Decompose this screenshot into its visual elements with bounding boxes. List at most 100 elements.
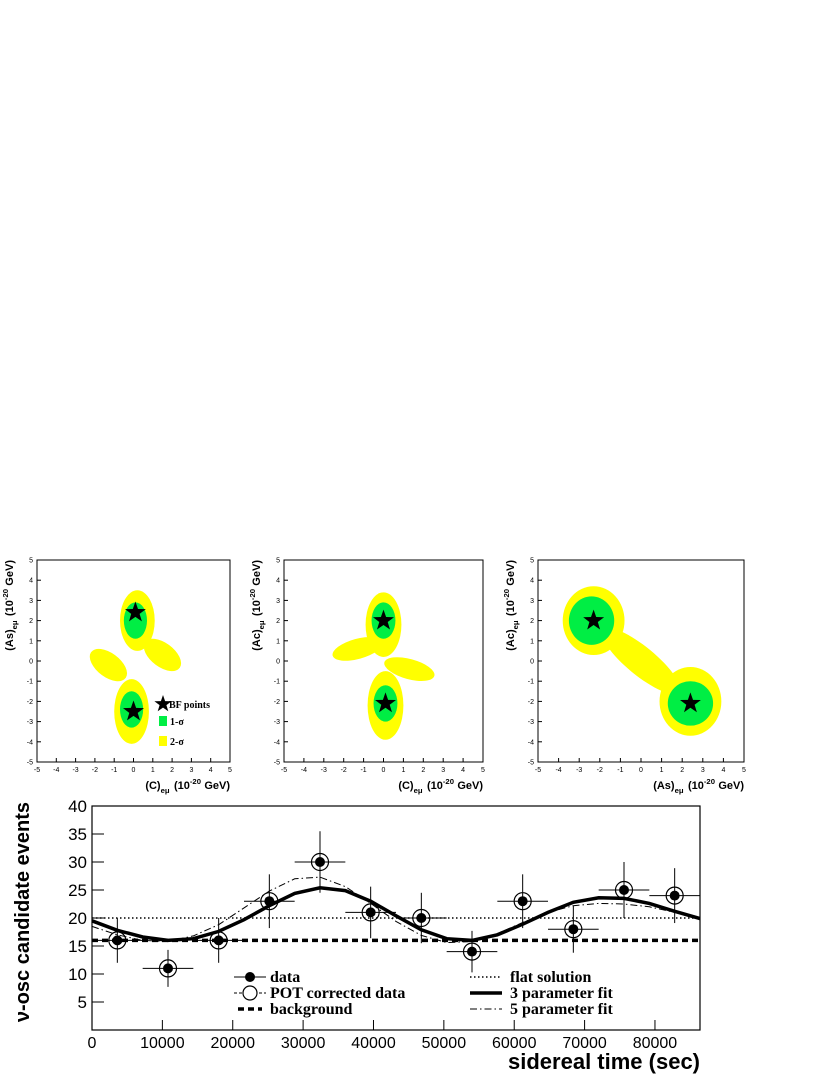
legend-label: 2-σ xyxy=(170,737,184,748)
y-tick-label: 4 xyxy=(29,578,33,585)
contour-region xyxy=(143,638,182,672)
data-point xyxy=(513,892,532,911)
x-tick-label: 3 xyxy=(441,767,445,774)
x-tick-label: 20000 xyxy=(210,1035,255,1052)
y-axis-label: ν-osc candidate events xyxy=(12,802,34,1022)
y-tick-label: -2 xyxy=(27,699,33,706)
contour-region xyxy=(384,657,435,681)
y-tick-label: 0 xyxy=(276,659,280,666)
x-tick-label: 5 xyxy=(742,767,746,774)
data-point xyxy=(669,890,680,901)
axis-label-part: GeV) xyxy=(457,780,483,792)
x-tick-label: 30000 xyxy=(281,1035,326,1052)
y-tick-label: 2 xyxy=(29,618,33,625)
x-tick-label: 5 xyxy=(481,767,485,774)
x-tick-label: 4 xyxy=(209,767,213,774)
contour-region xyxy=(332,636,383,661)
legend-label: BF points xyxy=(169,700,210,711)
x-tick-label: -4 xyxy=(555,767,561,774)
y-tick-label: -2 xyxy=(274,699,280,706)
x-tick-label: 40000 xyxy=(351,1035,396,1052)
axis-label-part: (C) xyxy=(145,780,161,792)
axis-label-part: (10 xyxy=(174,780,190,792)
fit-line xyxy=(91,876,701,944)
x-tick-label: 10000 xyxy=(140,1035,185,1052)
y-tick-label: 5 xyxy=(29,558,33,565)
data-point xyxy=(462,942,482,961)
data-point xyxy=(568,924,579,935)
y-tick-label: -4 xyxy=(274,739,280,746)
axis-label: (Ac)eμ (10-20 GeV) xyxy=(248,560,266,651)
axis-label: (C)eμ (10-20 GeV) xyxy=(398,777,483,795)
y-tick-label: -4 xyxy=(528,739,534,746)
x-tick-label: 3 xyxy=(701,767,705,774)
y-tick-label: 1 xyxy=(29,638,33,645)
y-tick-label: 5 xyxy=(276,558,280,565)
data-point xyxy=(310,852,330,872)
y-tick-label: -4 xyxy=(27,739,33,746)
bf-point xyxy=(125,601,146,622)
legend-label: POT corrected data xyxy=(270,985,405,1002)
y-tick-label: 0 xyxy=(530,659,534,666)
axis-label-part: (As) xyxy=(653,780,675,792)
y-tick-label: -5 xyxy=(528,760,534,767)
x-tick-label: 70000 xyxy=(562,1035,607,1052)
axis-label-part: GeV) xyxy=(251,560,263,586)
x-tick-label: 0 xyxy=(88,1035,97,1052)
y-tick-label: -3 xyxy=(274,719,280,726)
contour-plot-regions xyxy=(332,592,435,740)
x-tick-label: 2 xyxy=(170,767,174,774)
data-point xyxy=(619,885,629,895)
legend-swatch xyxy=(159,716,167,726)
legend-label: 5 parameter fit xyxy=(510,1001,613,1018)
axis-label-part: -20 xyxy=(190,777,201,786)
x-axis-label: sidereal time (sec) xyxy=(508,1049,700,1074)
axis-label-part: eμ xyxy=(10,620,19,629)
x-tick-label: 2 xyxy=(421,767,425,774)
y-tick-label: -3 xyxy=(27,719,33,726)
y-tick-label: 10 xyxy=(68,965,87,984)
data-point xyxy=(517,896,528,907)
y-tick-label: -1 xyxy=(274,679,280,686)
bf-point xyxy=(375,692,396,713)
y-tick-label: 3 xyxy=(29,598,33,605)
x-tick-label: -3 xyxy=(321,767,327,774)
axis-label-part: (10 xyxy=(4,600,16,616)
x-tick-label: 60000 xyxy=(492,1035,537,1052)
axis-label-part: (10 xyxy=(427,780,443,792)
axis-label-part: -20 xyxy=(704,777,715,786)
y-tick-label: 25 xyxy=(68,881,87,900)
x-tick-label: 5 xyxy=(228,767,232,774)
legend-swatch xyxy=(159,736,167,746)
bf-point xyxy=(373,609,394,630)
x-tick-label: -5 xyxy=(34,767,40,774)
x-tick-label: 1 xyxy=(660,767,664,774)
data-point xyxy=(467,946,477,957)
contour-plot-regions xyxy=(562,586,722,736)
x-tick-label: 4 xyxy=(721,767,725,774)
y-tick-label: -1 xyxy=(528,679,534,686)
axis-label-part: (As) xyxy=(4,629,16,651)
y-tick-label: 20 xyxy=(68,909,87,928)
legend-marker xyxy=(245,972,255,982)
x-tick-label: 3 xyxy=(189,767,193,774)
y-tick-label: -5 xyxy=(274,760,280,767)
legend-label: flat solution xyxy=(510,969,591,986)
x-tick-label: 0 xyxy=(132,767,136,774)
axis-label: (As)eμ(10-20GeV) xyxy=(1,560,19,651)
x-tick-label: 1 xyxy=(151,767,155,774)
bf-point xyxy=(123,700,144,721)
axis-label-part: GeV) xyxy=(718,780,744,792)
axis-label-part: eμ xyxy=(675,786,684,795)
legend-marker xyxy=(154,695,172,712)
axis-label-part: eμ xyxy=(511,620,520,629)
y-tick-label: 1 xyxy=(530,638,534,645)
x-tick-label: 0 xyxy=(382,767,386,774)
data-point xyxy=(665,886,684,905)
data-point xyxy=(158,959,178,978)
x-tick-label: 0 xyxy=(639,767,643,774)
x-tick-label: 50000 xyxy=(422,1035,467,1052)
y-tick-label: -3 xyxy=(528,719,534,726)
